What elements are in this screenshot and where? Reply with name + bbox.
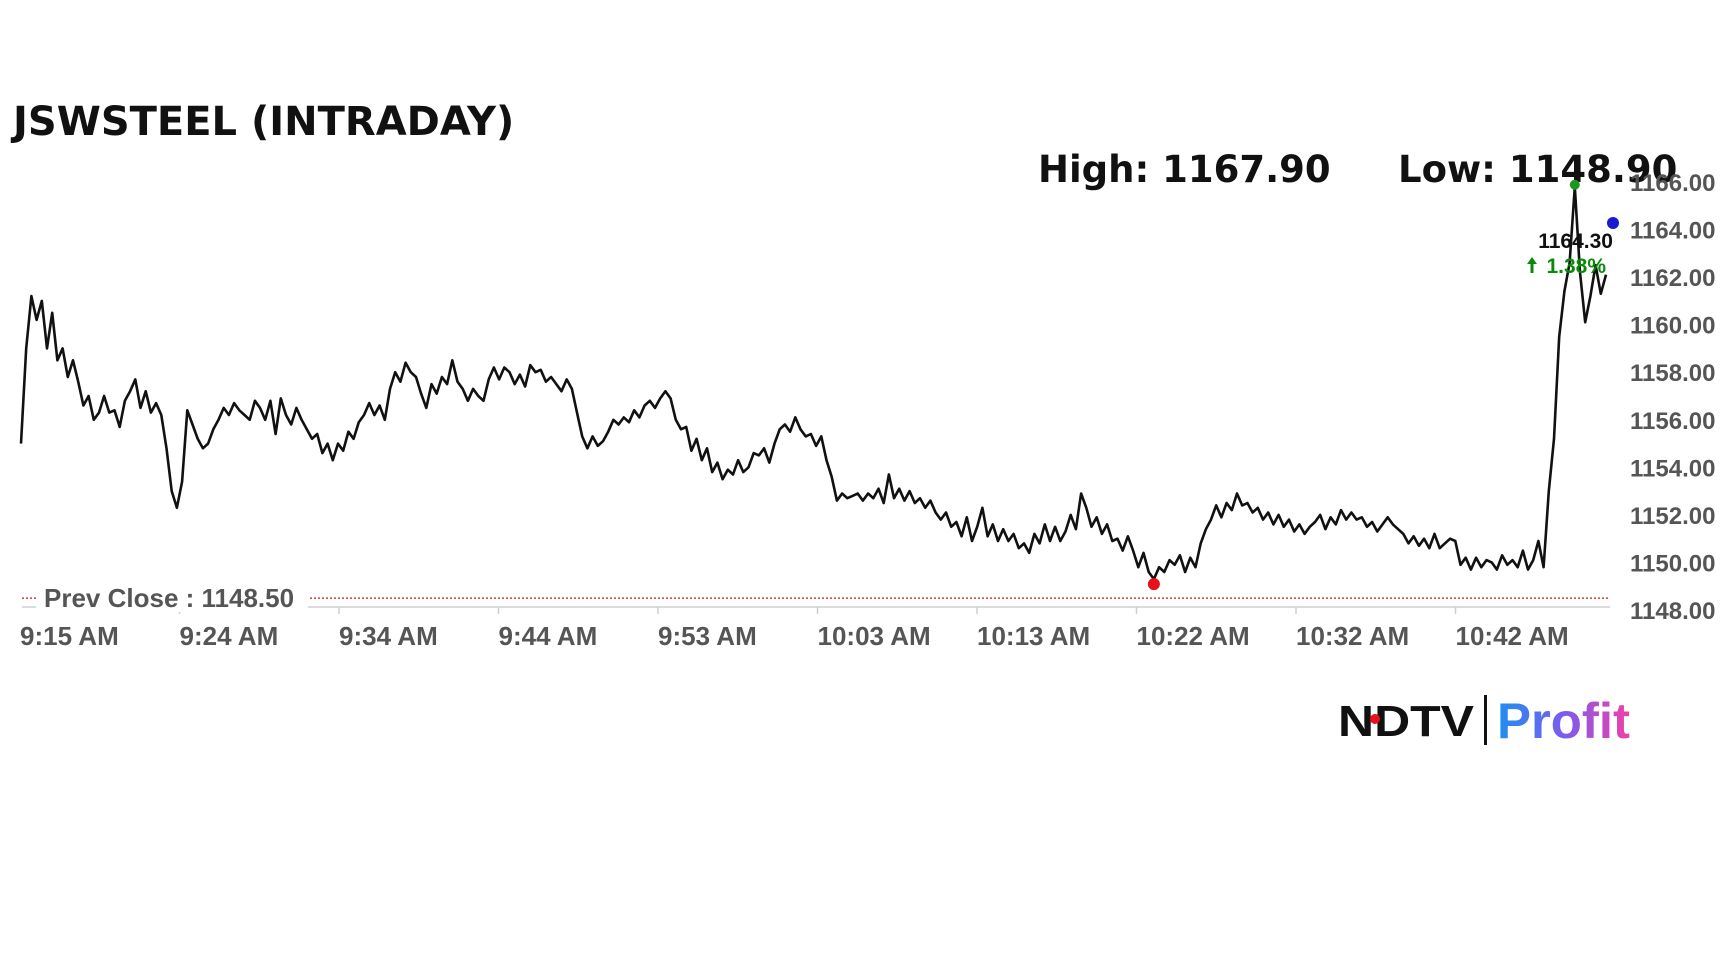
up-arrow-icon (1527, 257, 1537, 273)
x-tick-label: 10:32 AM (1296, 621, 1409, 651)
logo-ndtv: NDTV (1338, 697, 1475, 746)
y-tick-label: 1148.00 (1630, 598, 1715, 625)
x-axis: 9:15 AM 9:24 AM 9:34 AM 9:44 AM 9:53 AM 10:03… (20, 607, 1569, 651)
day-low-marker (1147, 578, 1160, 591)
last-price-label: 1164.30 (1538, 230, 1613, 253)
logo-profit: Profit (1497, 693, 1630, 749)
x-tick-label: 9:15 AM (20, 621, 119, 651)
price-series-line (19, 185, 1608, 581)
y-tick-label: 1160.00 (1630, 313, 1715, 340)
x-tick-label: 9:53 AM (658, 621, 757, 651)
logo-red-dot (1370, 714, 1380, 724)
y-tick-label: 1166.00 (1630, 170, 1715, 197)
chart-title: JSWSTEEL (INTRADAY) (10, 99, 514, 145)
x-tick-label: 10:22 AM (1137, 621, 1250, 651)
day-high-marker (1569, 179, 1580, 190)
y-tick-label: 1152.00 (1630, 503, 1715, 530)
x-tick-label: 9:44 AM (499, 621, 598, 651)
x-tick-label: 10:13 AM (977, 621, 1090, 651)
change-indicator: 1.38% (1527, 255, 1606, 278)
y-tick-label: 1164.00 (1630, 218, 1715, 245)
x-tick-label: 9:34 AM (339, 621, 438, 651)
y-tick-label: 1158.00 (1630, 360, 1715, 387)
x-tick-label: 10:42 AM (1456, 621, 1569, 651)
prev-close-label-bg (36, 578, 308, 613)
x-tick-label: 10:03 AM (818, 621, 931, 651)
y-tick-label: 1162.00 (1630, 265, 1715, 292)
y-tick-label: 1156.00 (1630, 408, 1715, 435)
y-tick-label: 1154.00 (1630, 455, 1715, 482)
y-axis: 1166.00 1164.00 1162.00 1160.00 1158.00 1156.… (1630, 170, 1715, 625)
prev-close-label: Prev Close : 1148.50 (44, 583, 294, 613)
last-price-marker (1607, 217, 1619, 229)
y-tick-label: 1150.00 (1630, 550, 1715, 577)
logo-divider (1484, 695, 1487, 745)
ndtv-profit-logo: NDTV Profit (1338, 693, 1630, 749)
high-label: High: 1167.90 (1038, 148, 1331, 191)
low-label: Low: 1148.90 (1398, 148, 1677, 191)
change-percent: 1.38% (1546, 255, 1606, 278)
x-tick-label: 9:24 AM (180, 621, 279, 651)
